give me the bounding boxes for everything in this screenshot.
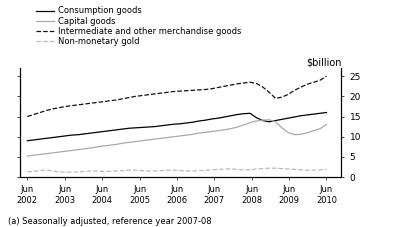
- Text: $billion: $billion: [306, 57, 341, 67]
- Text: (a) Seasonally adjusted, reference year 2007-08: (a) Seasonally adjusted, reference year …: [8, 217, 212, 226]
- Legend: Consumption goods, Capital goods, Intermediate and other merchandise goods, Non-: Consumption goods, Capital goods, Interm…: [36, 6, 241, 46]
